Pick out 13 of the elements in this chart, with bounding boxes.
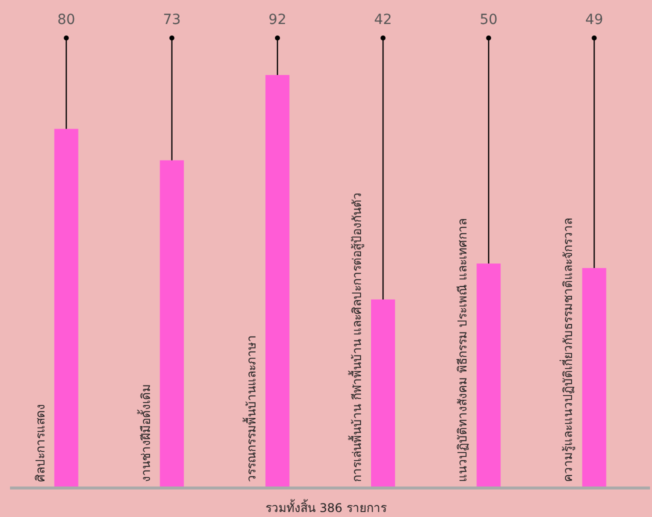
data-label: 42	[374, 12, 392, 28]
x-tick-label: แนวปฏิบัติทางสังคม พิธีกรรม ประเพณี และเทศกาล	[456, 218, 470, 482]
data-label: 49	[585, 12, 604, 28]
x-tick-label: วรรณกรรมพื้นบ้านและภาษา	[242, 335, 258, 482]
data-label: 92	[268, 12, 286, 28]
x-tick-label: ความรู้และแนวปฏิบัติเกี่ยวกับธรรมชาติและจักรวาล	[559, 218, 576, 482]
x-tick-label: ศิลปะการแสดง	[33, 404, 48, 482]
data-label: 80	[57, 12, 76, 28]
x-tick-label: งานช่างฝีมือดั้งเดิม	[136, 384, 153, 482]
data-label: 73	[162, 12, 181, 28]
x-tick-label: การเล่นพื้นบ้าน กีฬาพื้นบ้าน และศิลปะการต่อสู้ป้องกันตัว	[348, 192, 366, 482]
text: รวมทั้งสิ้น 386 รายการ	[266, 499, 388, 515]
data-label: 50	[480, 12, 498, 28]
